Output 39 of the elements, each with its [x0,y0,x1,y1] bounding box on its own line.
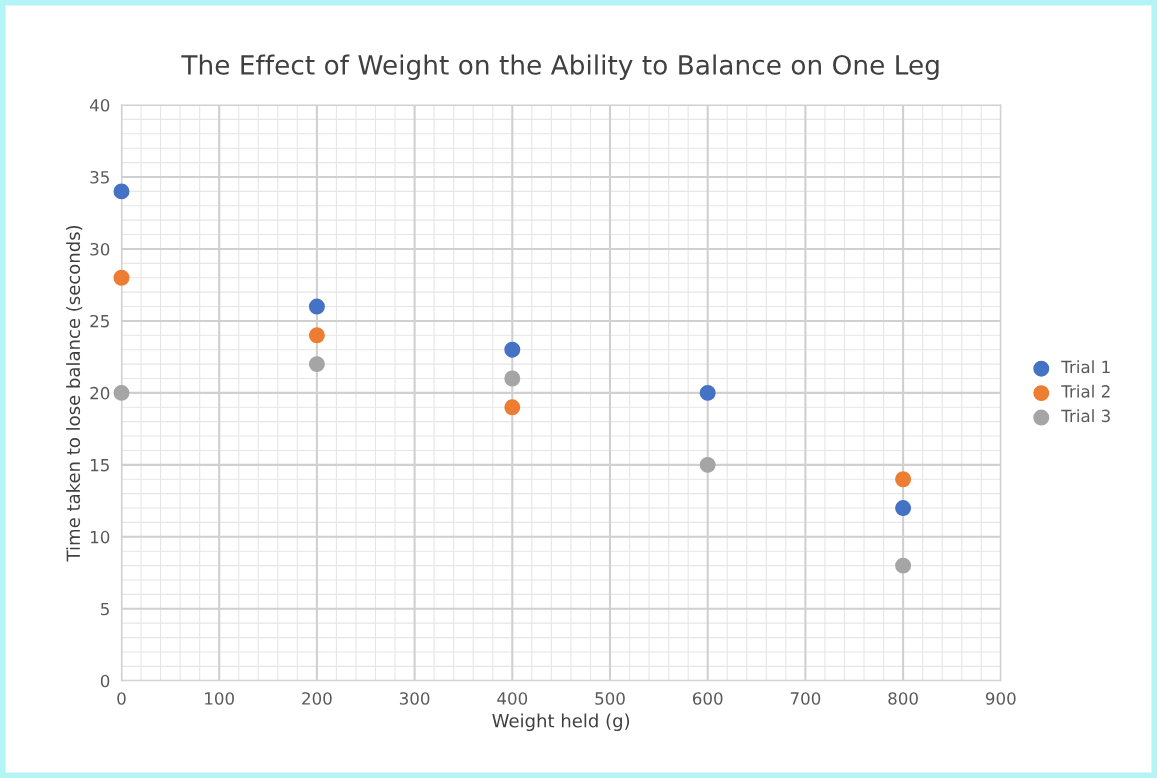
point [895,557,912,574]
x-tick-label: 600 [692,692,723,705]
point [308,298,325,315]
y-tick-label: 0 [100,674,110,688]
x-tick-label: 300 [399,692,430,705]
x-tick-label: 400 [497,692,528,705]
y-tick-label: 15 [91,459,109,472]
y-tick-label: 25 [90,314,109,328]
y-tick-label: 30 [90,242,110,256]
x-tick-label: 700 [790,692,821,705]
chart-title: The Effect of Weight on the Ability to Balance on One Leg [181,54,939,80]
legend-label: Trial 3 [1061,409,1110,423]
y-axis-title: Time taken to lose balance (seconds) [66,225,83,562]
point [113,183,130,200]
point [504,370,521,387]
point [113,269,130,286]
point [308,356,325,373]
legend-label: Trial 1 [1061,360,1110,374]
point [504,341,521,358]
point [308,327,325,344]
x-tick-label: 200 [302,692,332,705]
point [895,471,912,488]
x-tick-label: 0 [117,692,126,705]
point [895,500,912,517]
point [699,384,716,401]
legend-label: Trial 2 [1061,384,1110,398]
x-tick-label: 500 [595,692,625,705]
point [504,399,521,416]
x-axis-title: Weight held (g) [492,713,630,732]
y-tick-label: 20 [90,386,110,400]
y-tick-label: 40 [89,98,110,112]
y-tick-label: 10 [91,530,110,544]
y-tick-label: 35 [90,170,109,184]
point [113,384,130,401]
x-tick-label: 100 [205,692,234,705]
x-tick-label: 800 [888,692,918,705]
point [699,456,716,473]
y-tick-label: 5 [101,602,109,616]
x-tick-label: 900 [985,692,1016,705]
